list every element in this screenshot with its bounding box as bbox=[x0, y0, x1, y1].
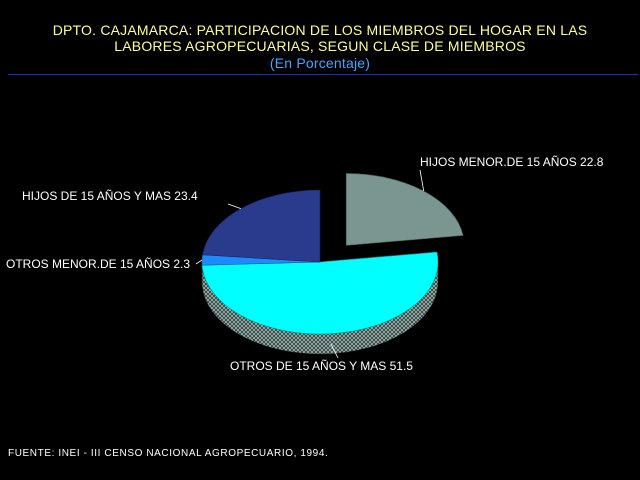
leader-line-otros-menor-de-15-anos bbox=[195, 259, 203, 265]
chart-title-line-2: LABORES AGROPECUARIAS, SEGUN CLASE DE MI… bbox=[114, 38, 526, 54]
pie-slice-hijos-menor-de-15-anos bbox=[345, 173, 464, 246]
slice-label-hijos-menor-de-15-anos: HIJOS MENOR.DE 15 AÑOS 22.8 bbox=[420, 155, 604, 169]
slice-label-otros-de-15-anos-y-mas: OTROS DE 15 AÑOS Y MAS 51.5 bbox=[230, 359, 413, 373]
title-divider bbox=[8, 74, 638, 75]
pie-slice-otros-de-15-anos-y-mas bbox=[201, 251, 439, 335]
pie-slice-hijos-de-15-anos-y-mas bbox=[202, 189, 321, 263]
slice-label-otros-menor-de-15-anos: OTROS MENOR.DE 15 AÑOS 2.3 bbox=[6, 257, 190, 271]
source-note: FUENTE: INEI - III CENSO NACIONAL AGROPE… bbox=[8, 448, 329, 459]
chart-subtitle: (En Porcentaje) bbox=[269, 55, 371, 71]
leader-line-hijos-menor-de-15-anos bbox=[419, 169, 425, 192]
slice-label-hijos-de-15-anos-y-mas: HIJOS DE 15 AÑOS Y MAS 23.4 bbox=[22, 189, 198, 203]
leader-line-hijos-de-15-anos-y-mas bbox=[227, 203, 241, 209]
leader-line-otros-de-15-anos-y-mas bbox=[330, 343, 339, 359]
chart-title-line-1: DPTO. CAJAMARCA: PARTICIPACION DE LOS MI… bbox=[52, 22, 588, 38]
